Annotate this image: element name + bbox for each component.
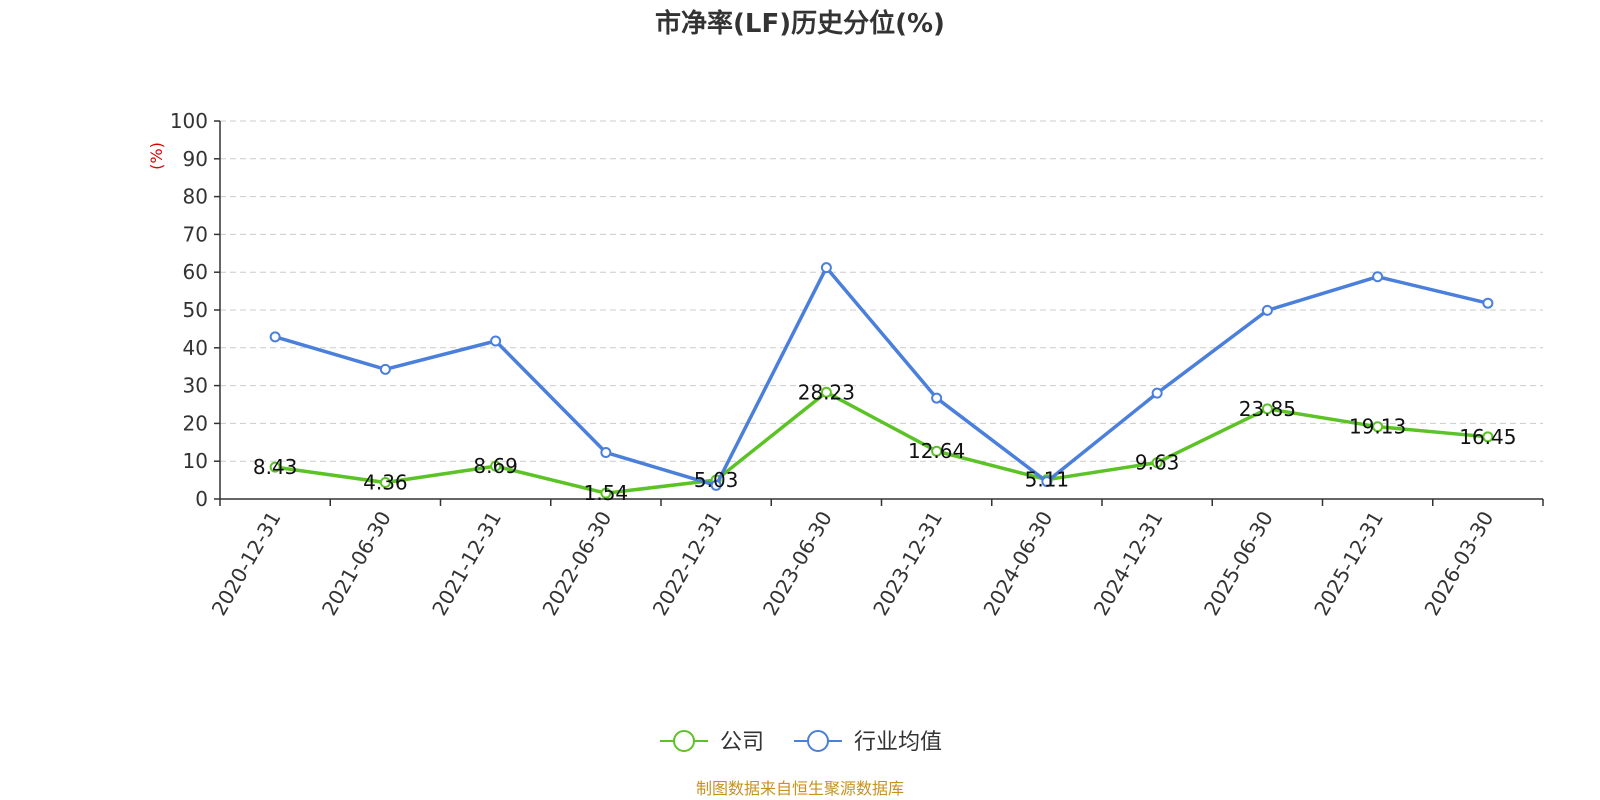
data-point[interactable] — [931, 392, 943, 404]
legend-circle-icon — [807, 730, 829, 752]
y-axis-unit-label: (%) — [147, 142, 166, 170]
data-label: 28.23 — [798, 380, 855, 404]
data-label: 4.36 — [363, 471, 408, 495]
data-point[interactable] — [1482, 297, 1494, 309]
data-point[interactable] — [1372, 421, 1384, 433]
x-tick-label: 2021-06-30 — [317, 507, 396, 620]
x-tick-label: 2023-12-31 — [868, 507, 947, 620]
data-point[interactable] — [600, 447, 612, 459]
data-point[interactable] — [931, 445, 943, 457]
y-tick-label: 30 — [183, 374, 208, 398]
x-tick-label: 2025-06-30 — [1199, 507, 1278, 620]
x-tick-label: 2022-12-31 — [648, 507, 727, 620]
data-label: 12.64 — [908, 439, 965, 463]
data-point[interactable] — [1151, 457, 1163, 469]
data-label: 19.13 — [1349, 415, 1406, 439]
x-tick-label: 2021-12-31 — [427, 507, 506, 620]
axes: 0 10 20 30 40 50 60 70 80 90 100 2020-12-31 2021-06-… — [170, 109, 1544, 620]
data-label: 16.45 — [1459, 425, 1516, 449]
data-label: 1.54 — [584, 481, 629, 505]
data-label: 8.69 — [473, 454, 518, 478]
data-labels: 8.43 4.36 8.69 1.54 5.03 28.23 12.64 5.11 9.63 23… — [253, 380, 1517, 505]
y-tick-label: 60 — [183, 260, 208, 284]
data-label: 23.85 — [1239, 397, 1296, 421]
data-point[interactable] — [1261, 403, 1273, 415]
data-point[interactable] — [820, 262, 832, 274]
legend-label: 公司 — [720, 730, 764, 755]
data-point[interactable] — [1372, 271, 1384, 283]
data-point[interactable] — [820, 386, 832, 398]
data-point[interactable] — [379, 363, 391, 375]
x-tick-label: 2020-12-31 — [207, 507, 286, 620]
series-lines — [269, 262, 1494, 499]
data-point[interactable] — [1041, 476, 1053, 488]
y-tick-label: 40 — [183, 336, 208, 360]
data-point[interactable] — [1261, 304, 1273, 316]
data-point[interactable] — [1482, 431, 1494, 443]
data-label: 9.63 — [1135, 451, 1180, 475]
legend-item-0[interactable]: 公司 — [660, 730, 764, 755]
y-tick-label: 70 — [183, 222, 208, 246]
legend-circle-icon — [673, 730, 695, 752]
data-point[interactable] — [490, 460, 502, 472]
x-tick-label: 2025-12-31 — [1309, 507, 1388, 620]
y-tick-label: 0 — [195, 487, 208, 511]
legend[interactable]: 公司 行业均值 — [660, 730, 942, 755]
x-tick-label: 2023-06-30 — [758, 507, 837, 620]
y-tick-label: 20 — [183, 411, 208, 435]
data-point[interactable] — [269, 461, 281, 473]
data-label: 5.03 — [694, 468, 739, 492]
y-tick-label: 100 — [170, 109, 208, 133]
series-line-1 — [274, 265, 1489, 488]
series-line-0 — [274, 390, 1489, 495]
grid-lines — [220, 120, 1543, 462]
source-caption: 制图数据来自恒生聚源数据库 — [696, 779, 904, 798]
chart-title: 市净率(LF)历史分位(%) — [655, 8, 945, 39]
data-label: 5.11 — [1025, 468, 1070, 492]
data-point[interactable] — [1151, 387, 1163, 399]
x-tick-label: 2026-03-30 — [1419, 507, 1498, 620]
data-point[interactable] — [710, 479, 722, 491]
y-tick-label: 50 — [183, 298, 208, 322]
x-tick-label: 2024-06-30 — [978, 507, 1057, 620]
data-point[interactable] — [600, 487, 612, 499]
data-point[interactable] — [379, 477, 391, 489]
x-tick-label: 2024-12-31 — [1089, 507, 1168, 620]
y-tick-label: 10 — [183, 449, 208, 473]
legend-label: 行业均值 — [854, 730, 942, 755]
data-point[interactable] — [490, 335, 502, 347]
data-point[interactable] — [269, 331, 281, 343]
y-tick-label: 90 — [183, 147, 208, 171]
data-label: 8.43 — [253, 455, 298, 479]
x-tick-label: 2022-06-30 — [537, 507, 616, 620]
legend-item-1[interactable]: 行业均值 — [794, 730, 942, 755]
y-tick-label: 80 — [183, 185, 208, 209]
